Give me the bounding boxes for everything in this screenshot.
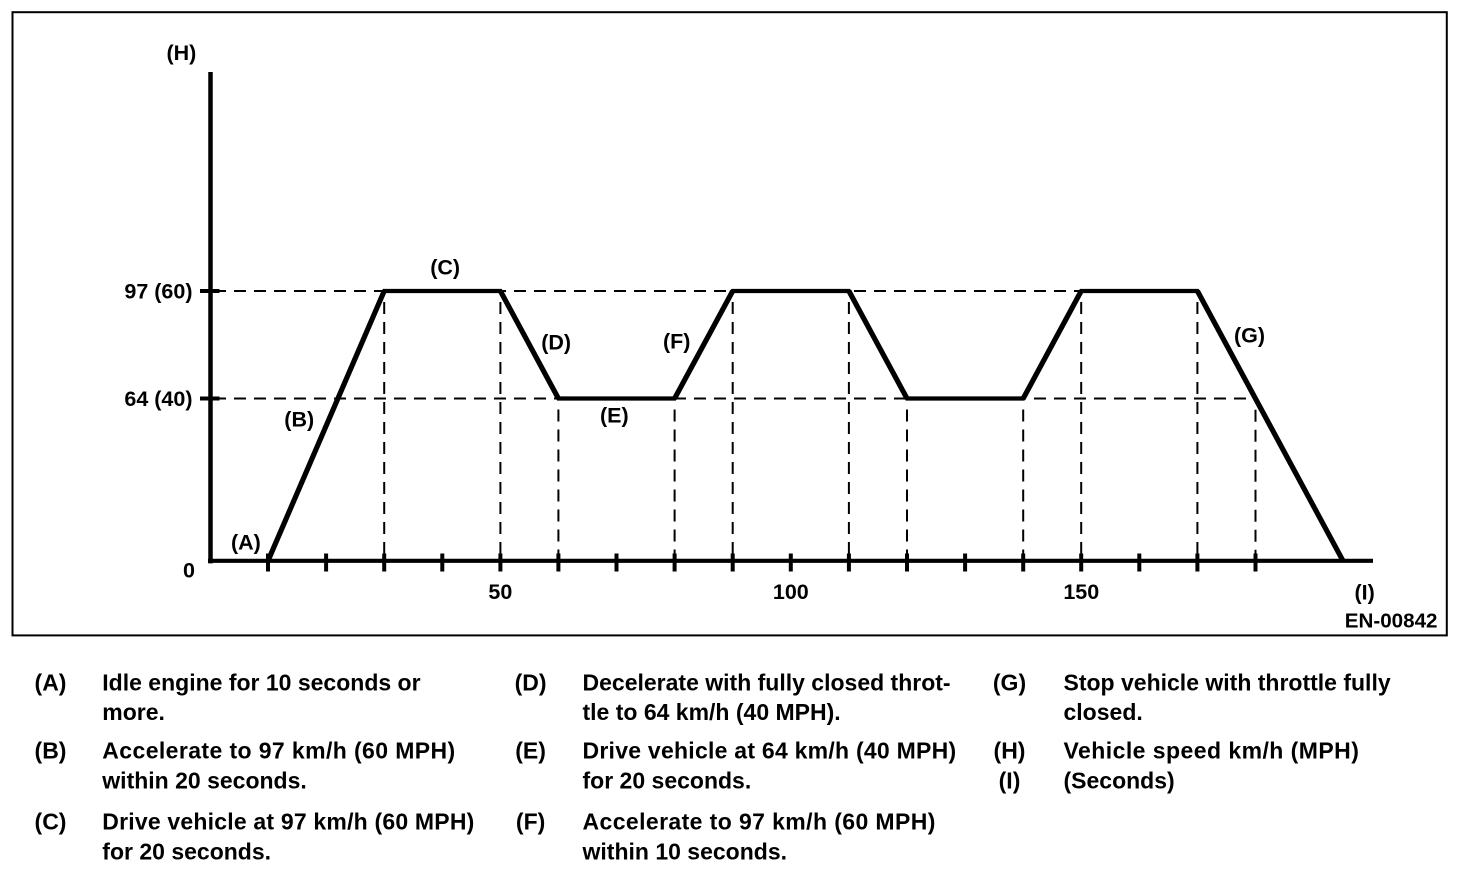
svg-text:(I): (I) <box>1355 580 1375 604</box>
svg-text:64 (40): 64 (40) <box>124 387 192 411</box>
svg-text:97 (60): 97 (60) <box>124 280 192 304</box>
svg-text:Vehicle speed km/h (MPH): Vehicle speed km/h (MPH) <box>1064 738 1360 764</box>
svg-text:(B): (B) <box>35 738 67 764</box>
svg-text:Drive vehicle at 97 km/h (60 M: Drive vehicle at 97 km/h (60 MPH) <box>102 809 474 835</box>
svg-text:(A): (A) <box>35 670 67 696</box>
svg-text:150: 150 <box>1063 580 1099 604</box>
svg-text:(Seconds): (Seconds) <box>1064 768 1175 794</box>
svg-text:for 20 seconds.: for 20 seconds. <box>102 839 271 865</box>
svg-text:EN-00842: EN-00842 <box>1345 610 1438 633</box>
svg-text:(I): (I) <box>999 768 1021 794</box>
svg-text:within 10 seconds.: within 10 seconds. <box>582 839 788 865</box>
svg-text:(B): (B) <box>284 408 314 432</box>
svg-text:(G): (G) <box>993 670 1026 696</box>
svg-text:(H): (H) <box>994 738 1026 764</box>
svg-text:Drive vehicle at 64 km/h (40 M: Drive vehicle at 64 km/h (40 MPH) <box>583 738 957 764</box>
svg-text:(D): (D) <box>541 330 571 354</box>
svg-text:closed.: closed. <box>1064 699 1143 725</box>
svg-text:more.: more. <box>102 699 165 725</box>
svg-text:(F): (F) <box>663 330 690 354</box>
svg-text:(H): (H) <box>167 41 197 65</box>
svg-text:(C): (C) <box>35 809 67 835</box>
svg-text:Decelerate with fully closed t: Decelerate with fully closed throt- <box>583 670 951 696</box>
svg-text:(E): (E) <box>515 738 546 764</box>
svg-text:for 20 seconds.: for 20 seconds. <box>583 768 752 794</box>
svg-text:Accelerate to 97 km/h (60 MPH): Accelerate to 97 km/h (60 MPH) <box>583 809 936 835</box>
svg-text:(A): (A) <box>231 531 261 555</box>
svg-text:(C): (C) <box>430 256 460 280</box>
svg-text:Stop vehicle with throttle ful: Stop vehicle with throttle fully <box>1064 670 1391 696</box>
svg-text:within 20 seconds.: within 20 seconds. <box>101 768 306 794</box>
svg-text:(F): (F) <box>516 809 545 835</box>
svg-text:Accelerate to 97 km/h (60 MPH): Accelerate to 97 km/h (60 MPH) <box>102 738 455 764</box>
svg-text:(G): (G) <box>1234 324 1265 348</box>
svg-text:Idle engine for 10 seconds or: Idle engine for 10 seconds or <box>102 670 420 696</box>
svg-text:0: 0 <box>183 559 195 583</box>
svg-text:(E): (E) <box>600 404 629 428</box>
svg-text:100: 100 <box>773 580 809 604</box>
svg-text:(D): (D) <box>515 670 547 696</box>
svg-text:50: 50 <box>488 580 512 604</box>
svg-text:tle to 64 km/h (40 MPH).: tle to 64 km/h (40 MPH). <box>583 699 841 725</box>
